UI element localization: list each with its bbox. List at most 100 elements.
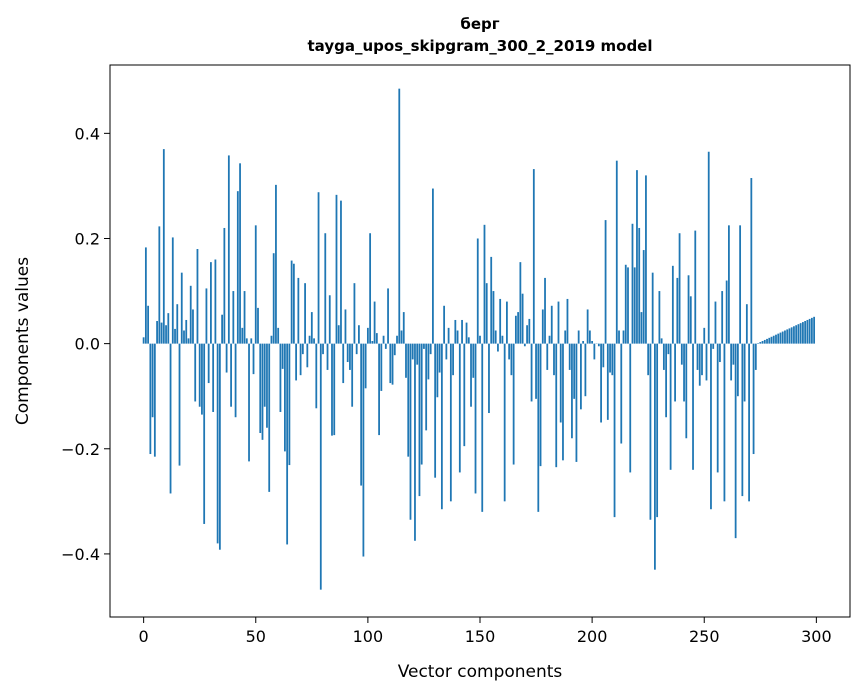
bar-component-112: [393, 343, 396, 356]
chart-title: берг: [460, 15, 499, 33]
bar-component-133: [440, 343, 443, 510]
bar-component-228: [654, 343, 656, 570]
x-tick-label: 250: [689, 627, 720, 646]
bar-component-252: [707, 151, 710, 344]
bar-component-159: [499, 298, 502, 344]
bar-component-54: [263, 343, 266, 407]
bar-component-24: [196, 249, 199, 344]
bar-component-180: [546, 343, 549, 370]
bar-component-225: [647, 343, 650, 376]
bar-component-155: [490, 256, 493, 344]
bar-component-98: [362, 343, 365, 557]
bar-component-102: [371, 341, 374, 344]
bar-component-221: [638, 227, 641, 344]
bar-component-97: [360, 343, 363, 486]
x-tick-label: 100: [353, 627, 384, 646]
bar-component-46: [245, 338, 248, 344]
bar-component-269: [745, 304, 748, 344]
bar-component-120: [411, 343, 414, 360]
bar-component-256: [716, 343, 719, 473]
bar-component-170: [523, 343, 526, 347]
bar-component-271: [750, 178, 753, 344]
bar-component-189: [566, 298, 569, 344]
bar-component-118: [407, 343, 410, 457]
bar-component-277: [763, 339, 766, 344]
bar-component-72: [304, 283, 306, 344]
bar-component-291: [795, 325, 798, 344]
bar-component-210: [613, 343, 616, 518]
bar-component-81: [324, 233, 327, 344]
bar-component-18: [183, 330, 185, 344]
bar-component-247: [696, 343, 699, 370]
bar-component-130: [434, 343, 437, 478]
bar-component-121: [414, 343, 416, 541]
y-tick-label: 0.0: [75, 335, 100, 354]
y-tick-label: 0.4: [75, 124, 100, 143]
bar-component-110: [389, 343, 392, 384]
bar-component-53: [261, 343, 264, 440]
bar-component-192: [573, 343, 576, 399]
x-tick-label: 300: [801, 627, 832, 646]
bar-component-166: [514, 315, 517, 344]
bar-component-119: [409, 343, 412, 520]
bar-component-136: [447, 327, 450, 344]
bar-component-200: [591, 341, 594, 344]
bar-component-15: [176, 304, 179, 344]
bar-component-31: [212, 343, 215, 412]
bar-component-201: [593, 343, 596, 360]
bar-component-34: [218, 343, 221, 550]
bar-component-182: [550, 305, 553, 344]
bar-component-89: [342, 343, 345, 384]
bar-component-101: [369, 233, 372, 344]
bar-component-8: [160, 322, 163, 344]
bar-component-114: [398, 88, 401, 344]
bar-component-132: [438, 343, 441, 373]
bar-component-282: [775, 334, 777, 344]
bar-component-264: [734, 343, 737, 539]
bar-component-4: [151, 343, 154, 418]
bar-component-76: [313, 338, 315, 344]
bar-component-26: [201, 343, 203, 415]
bar-component-198: [586, 309, 589, 344]
bar-component-288: [788, 328, 791, 344]
bar-component-125: [423, 343, 425, 349]
bar-component-56: [268, 343, 271, 492]
bar-component-226: [649, 343, 652, 520]
bar-component-128: [429, 343, 432, 355]
bar-component-154: [488, 343, 490, 414]
bar-component-70: [299, 343, 302, 376]
bar-series: [142, 88, 816, 590]
bar-component-211: [615, 160, 618, 344]
bar-component-73: [306, 343, 309, 368]
bar-component-219: [633, 267, 636, 344]
bar-component-109: [387, 288, 389, 344]
bar-component-224: [645, 175, 647, 344]
y-axis-ticks: −0.4 −0.2 0.0 0.2 0.4: [61, 124, 110, 564]
x-tick-label: 150: [465, 627, 496, 646]
bar-component-183: [553, 343, 555, 376]
bar-component-230: [658, 291, 661, 344]
bar-component-258: [721, 291, 724, 344]
plot-frame: [109, 64, 851, 618]
bar-component-42: [236, 191, 239, 344]
bar-component-84: [331, 343, 333, 436]
bar-component-273: [754, 343, 757, 370]
bar-component-17: [180, 272, 183, 344]
bar-component-105: [378, 343, 380, 436]
bar-component-12: [169, 343, 172, 494]
bar-component-274: [757, 343, 759, 344]
bar-component-80: [322, 343, 324, 355]
bar-component-158: [497, 343, 499, 352]
bar-component-216: [627, 267, 629, 344]
bar-component-255: [714, 301, 717, 344]
bar-component-49: [252, 343, 255, 375]
bar-component-213: [620, 343, 623, 444]
bar-component-143: [463, 343, 466, 447]
x-tick-label: 0: [139, 627, 149, 646]
bar-component-249: [701, 343, 703, 376]
bar-component-107: [382, 335, 385, 344]
bar-component-146: [470, 343, 472, 407]
bar-component-66: [290, 260, 293, 344]
bar-component-79: [319, 343, 322, 590]
bar-component-67: [292, 263, 295, 344]
